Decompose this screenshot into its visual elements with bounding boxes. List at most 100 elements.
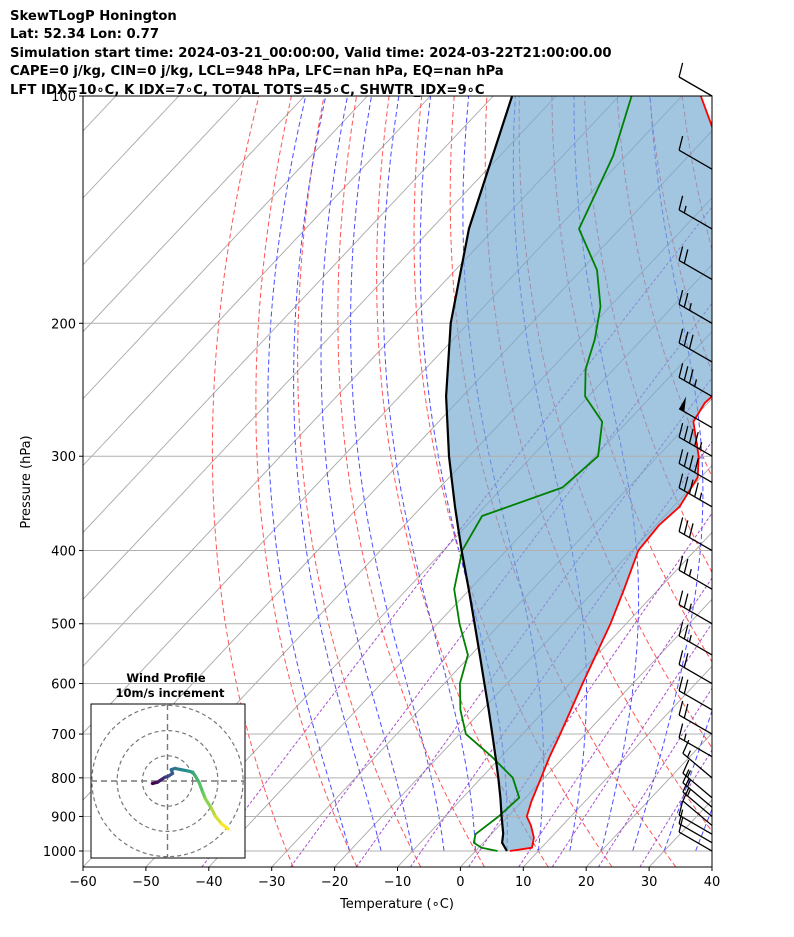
barb-half	[683, 205, 687, 214]
barb-full	[683, 558, 689, 574]
wind-barb	[678, 555, 713, 590]
barb-full	[683, 476, 689, 491]
barb-full	[678, 590, 684, 605]
barb-full	[683, 679, 689, 694]
moist-adiabat	[350, 96, 445, 852]
barb-full	[678, 650, 684, 665]
dry-adiabat	[297, 96, 422, 867]
barb-full	[678, 449, 684, 464]
barb-full	[683, 249, 689, 264]
cape-shading	[446, 96, 712, 851]
y-tick-label: 300	[51, 450, 76, 465]
wind-barb	[682, 778, 713, 817]
barb-full	[678, 723, 684, 738]
barb-full	[688, 369, 694, 384]
mixing-ratio-line	[355, 377, 712, 867]
wind-barbs	[678, 62, 713, 852]
x-tick-label: 0	[456, 875, 464, 890]
barb-shaft	[682, 782, 713, 808]
x-tick-label: 10	[515, 875, 532, 890]
barb-full	[678, 135, 684, 151]
mixing-ratio-line	[639, 749, 712, 867]
barb-shaft	[678, 209, 713, 230]
isotherm	[522, 665, 712, 867]
barb-shaft	[678, 342, 713, 363]
barb-full	[678, 800, 684, 816]
barb-full	[694, 431, 699, 447]
barb-shaft	[678, 604, 713, 625]
barb-shaft	[678, 530, 713, 552]
barb-half	[686, 750, 692, 758]
dewpoint-line	[453, 96, 633, 852]
barb-full	[688, 334, 694, 350]
x-tick-label: −50	[132, 875, 159, 890]
barb-full	[683, 331, 689, 347]
wind-barb	[678, 62, 713, 97]
axes: −60 −50 −40 −30 −20 −10 0 10 20 30 40 1000 900 800 700…	[43, 90, 720, 890]
y-tick-label: 1000	[43, 845, 76, 860]
wind-barb	[678, 449, 713, 484]
moist-adiabat	[632, 96, 704, 852]
barb-full	[683, 452, 689, 467]
barb-half	[688, 303, 692, 311]
isotherm	[585, 732, 712, 867]
indices-line-1: CAPE=0 j/kg, CIN=0 j/kg, LCL=948 hPa, LF…	[10, 64, 504, 80]
moist-adiabat	[267, 96, 351, 852]
barb-shaft	[678, 569, 713, 590]
hodograph-segment	[197, 780, 205, 794]
mixing-ratio-line	[551, 622, 712, 867]
barb-shaft	[682, 752, 713, 779]
barb-shaft	[678, 714, 713, 735]
moist-adiabat	[727, 96, 794, 851]
isotherm	[83, 96, 557, 600]
x-tick-label: −60	[69, 875, 96, 890]
isotherm	[775, 96, 794, 867]
barb-full	[683, 366, 689, 381]
hodograph-inset: Wind Profile 10m/s increment	[90, 671, 246, 859]
barb-full	[678, 289, 684, 305]
dry-adiabat	[255, 96, 358, 867]
barb-full	[688, 428, 694, 444]
dry-adiabat	[518, 96, 712, 749]
wind-barb	[678, 809, 713, 844]
barb-full	[688, 455, 694, 470]
temperature-line	[509, 96, 712, 852]
barb-half	[699, 492, 703, 500]
barb-shaft	[678, 635, 713, 656]
wind-barb	[678, 246, 713, 281]
wind-barb	[678, 135, 713, 170]
barb-full	[678, 246, 684, 261]
hodograph-title: Wind Profile	[126, 671, 206, 685]
barb-full	[683, 593, 689, 608]
barb-half	[686, 788, 692, 797]
sounding-profiles	[445, 96, 712, 852]
barb-full	[678, 62, 684, 78]
x-tick-label: −30	[258, 875, 285, 890]
barb-shaft	[678, 823, 713, 844]
barb-shaft	[682, 791, 713, 817]
barb-shaft	[678, 436, 713, 457]
wind-barb	[678, 700, 713, 735]
barb-full	[688, 523, 694, 538]
x-tick-label: −10	[384, 875, 411, 890]
dry-adiabat	[780, 96, 794, 867]
barb-full	[694, 458, 699, 473]
isotherm	[83, 96, 494, 534]
wind-barb	[678, 473, 713, 508]
parcel-line	[445, 96, 514, 852]
isotherm	[83, 96, 242, 266]
wind-barb	[678, 676, 713, 711]
isotherm	[460, 598, 712, 867]
y-tick-label: 800	[51, 772, 76, 787]
isotherm	[83, 96, 431, 467]
barb-full	[683, 703, 689, 719]
y-tick-label: 400	[51, 545, 76, 560]
barb-half	[686, 779, 692, 787]
barb-shaft	[678, 376, 713, 398]
wind-barb	[678, 517, 713, 552]
wind-barb	[678, 621, 713, 656]
barb-full	[683, 653, 689, 668]
hodograph-ring	[116, 729, 219, 832]
barb-full	[683, 292, 689, 308]
